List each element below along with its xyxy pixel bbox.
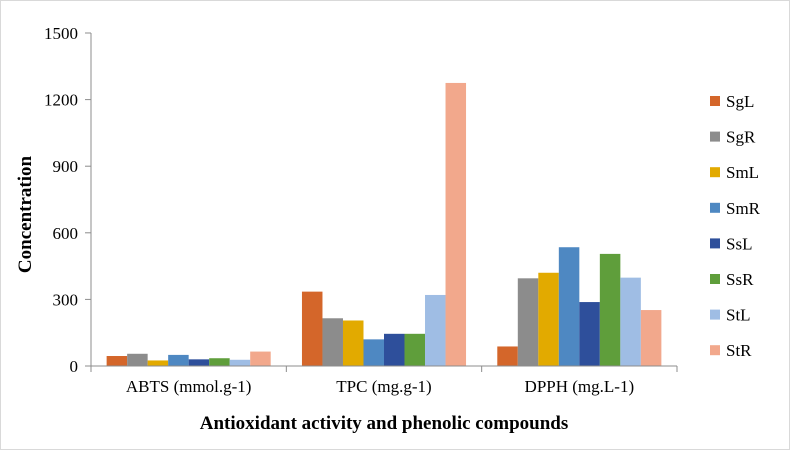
bar-sgr [127,353,148,366]
bar-ssr [209,358,230,366]
x-category-label: DPPH (mg.L-1) [525,377,635,396]
y-axis-title: Concentration [15,155,36,273]
bar-sml [538,272,559,366]
bar-ssl [579,302,600,366]
legend-label-sgr: SgR [726,128,756,147]
legend-swatch-sgr [710,131,720,142]
legend-label-sgl: SgL [726,92,754,111]
bar-smr [363,339,384,366]
legend-swatch-ssl [710,238,720,249]
bar-sgr [322,318,343,366]
bar-ssl [188,359,210,366]
bar-ssl [384,333,405,366]
bar-sgl [301,291,323,366]
x-axis-title: Antioxidant activity and phenolic compou… [200,413,568,434]
bar-stl [425,294,446,366]
legend-swatch-sml [710,167,720,178]
y-tick-label: 600 [53,224,79,243]
bar-sgl [106,356,128,366]
legend-label-stl: StL [726,306,751,325]
bar-sml [342,320,364,366]
bars [106,82,662,366]
y-tick-label: 1200 [44,91,78,110]
bar-ssr [404,333,426,366]
bar-smr [168,354,189,366]
legend-swatch-str [710,345,720,356]
bar-smr [558,247,580,366]
legend-swatch-smr [710,202,720,213]
bar-stl [620,277,641,366]
legend-label-ssl: SsL [726,234,752,253]
y-tick-label: 300 [53,290,79,309]
y-tick-label: 1500 [44,24,78,43]
legend: SgL SgR SmL SmR SsL SsR StL StR [710,92,761,360]
y-axis-tick-labels: 0 300 600 900 1200 1500 [44,24,78,376]
y-axis-ticks [85,32,91,367]
legend-label-str: StR [726,341,752,360]
bar-sgl [497,346,518,366]
y-tick-label: 900 [53,157,79,176]
legend-swatch-sgl [710,96,720,106]
bar-sgr [517,278,539,366]
x-axis-category-labels: ABTS (mmol.g-1) TPC (mg.g-1) DPPH (mg.L-1) [126,377,634,396]
legend-label-smr: SmR [726,199,761,218]
legend-swatch-stl [710,309,720,320]
x-axis-ticks [90,366,678,372]
legend-label-sml: SmL [726,163,759,182]
bar-str [445,82,467,366]
x-category-label: ABTS (mmol.g-1) [126,377,252,396]
bar-ssr [599,253,621,366]
y-tick-label: 0 [70,357,79,376]
legend-swatch-ssr [710,274,720,284]
x-category-label: TPC (mg.g-1) [336,377,431,396]
legend-label-ssr: SsR [726,270,754,289]
bar-str [250,351,271,366]
bar-sml [147,360,169,366]
bar-stl [229,359,251,366]
bar-str [640,310,662,366]
